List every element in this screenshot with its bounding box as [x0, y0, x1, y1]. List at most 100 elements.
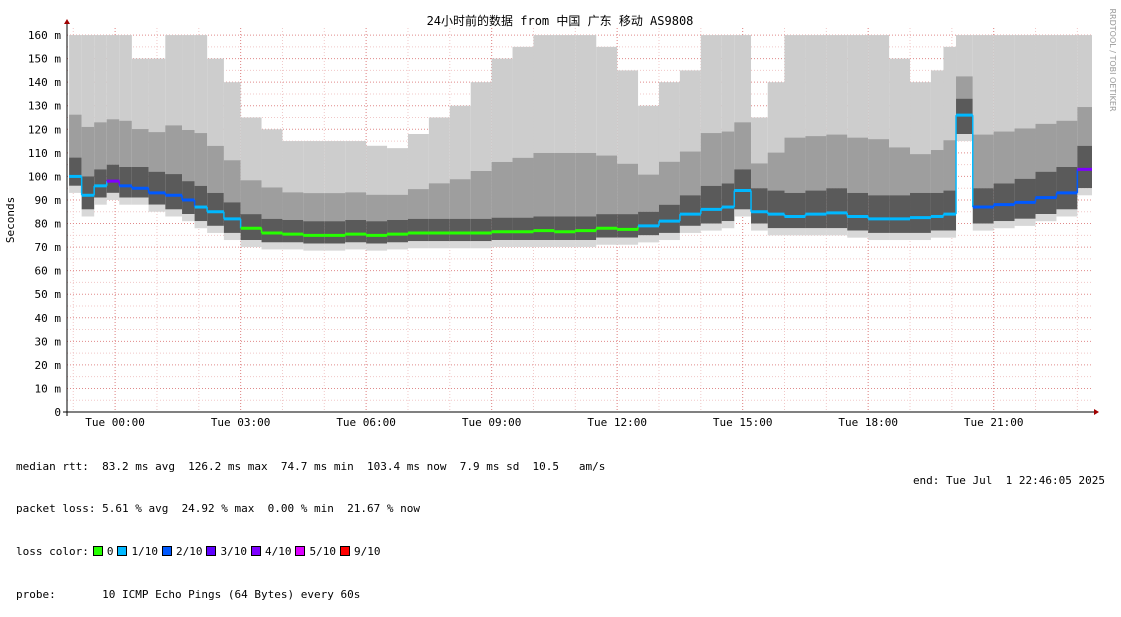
smoke-band-lower [638, 235, 659, 243]
smoke-band-lower [554, 240, 576, 248]
smoke-band-mid [324, 193, 346, 222]
smoke-band-dark [554, 216, 576, 241]
smoke-band-lower [930, 230, 944, 238]
smoke-band-mid [449, 179, 471, 219]
smoke-band-lower [69, 185, 82, 193]
smoke-band-dark [366, 221, 388, 244]
smoke-band-lower [805, 228, 827, 236]
smoke-band-mid [1056, 120, 1078, 167]
smoke-band-dark [638, 211, 659, 236]
smoke-band-dark [207, 192, 224, 226]
y-tick-label: 150 m [28, 53, 61, 66]
smoke-band-mid [596, 155, 618, 215]
y-tick-label: 130 m [28, 100, 61, 113]
smoke-band-mid [148, 132, 166, 172]
smoke-band-mid [282, 192, 304, 220]
smoke-band-dark [679, 195, 701, 226]
legend-label: 9/10 [353, 545, 381, 559]
smoke-band-lower [943, 230, 957, 238]
smoke-band-dark [700, 185, 722, 224]
smoke-band-lower [223, 232, 241, 241]
smoke-band-dark [533, 216, 555, 241]
smoke-band-mid [784, 137, 806, 193]
smoke-band-mid [81, 126, 95, 177]
smoke-band-lower [165, 209, 183, 217]
legend-label: 3/10 [220, 545, 247, 559]
smoke-band-lower [767, 228, 785, 236]
rrdtool-credit: RRDTOOL / TOBI OETIKER [1108, 8, 1117, 111]
smoke-band-mid [868, 139, 890, 196]
smoke-band-dark [182, 181, 195, 215]
y-tick-label: 40 m [35, 312, 62, 325]
smoke-band-mid [930, 150, 944, 193]
legend-swatch [161, 546, 172, 557]
y-tick-label: 70 m [35, 241, 62, 254]
smoke-band-dark [767, 190, 785, 229]
smoke-band-dark [805, 190, 827, 229]
smoke-band-mid [261, 187, 283, 219]
y-tick-labels: 0 10 m 20 m 30 m 40 m 50 m 60 m 70 m 80 m 90 m 100… [28, 29, 61, 419]
smoke-band-lower [868, 232, 890, 241]
y-tick-label: 90 m [35, 194, 62, 207]
smoke-band-dark [261, 218, 283, 243]
smoke-band-lower [387, 242, 408, 250]
smoke-band-lower [449, 241, 471, 249]
legend-item: 0 [89, 545, 113, 558]
legend-item: 2/10 [158, 545, 203, 559]
smoke-band-dark [512, 217, 534, 241]
smoke-band-dark [119, 166, 132, 198]
smoke-band-lower [491, 240, 513, 248]
smoke-band-dark [910, 192, 931, 233]
y-tick-label: 120 m [28, 123, 61, 136]
smoke-band-lower [119, 197, 132, 205]
smoke-band-dark [194, 185, 208, 222]
chart-title: 24小时前的数据 from 中国 广东 移动 AS9808 [427, 13, 694, 28]
smoke-band-lower [1056, 209, 1078, 217]
smoke-band-mid [94, 122, 107, 170]
smoke-band-dark [282, 220, 304, 243]
smoke-band-lower [148, 204, 166, 212]
smoke-band-dark [131, 166, 149, 198]
x-tick-label: Tue 12:00 [587, 416, 647, 429]
smoke-band-lower [533, 240, 555, 248]
smoke-band-mid [889, 147, 911, 196]
smoke-band-dark [1056, 166, 1078, 210]
smoke-band-mid [470, 170, 492, 219]
smoke-band-lower [207, 225, 224, 233]
smoke-band-mid [131, 129, 149, 167]
smoke-band-mid [751, 163, 768, 189]
smoke-band-lower [575, 240, 597, 248]
smoke-band-mid [734, 122, 752, 170]
smoke-band-dark [491, 217, 513, 241]
smoke-band-lower [910, 232, 931, 241]
smoke-band-mid [847, 137, 869, 193]
legend-item: 9/10 [336, 545, 381, 559]
smoke-band-dark [303, 221, 325, 244]
x-tick-label: Tue 06:00 [336, 416, 396, 429]
smoke-band-mid [69, 114, 82, 158]
y-axis-label: Seconds [4, 197, 17, 243]
smoke-band-lower [972, 223, 994, 231]
legend-swatch [206, 546, 217, 557]
x-axis-arrow [1094, 409, 1099, 415]
packet-loss-stats: packet loss: 5.61 % avg 24.92 % max 0.00… [16, 502, 420, 516]
smoke-band-mid [638, 174, 659, 212]
smoke-band-lower [345, 242, 367, 250]
smoke-band-dark [387, 220, 408, 243]
smoke-band-mid [993, 131, 1015, 184]
y-tick-label: 160 m [28, 29, 61, 42]
smoke-band-mid [1077, 107, 1092, 146]
y-tick-label: 140 m [28, 76, 61, 89]
x-tick-label: Tue 15:00 [713, 416, 773, 429]
smoke-band-lower [407, 241, 429, 249]
smoke-band-lower [106, 192, 120, 200]
legend-label: 2/10 [175, 545, 203, 559]
smoke-band-mid [491, 161, 513, 218]
smoke-band-mid [826, 134, 848, 189]
smoke-band-lower [182, 214, 195, 222]
smoke-band-mid [407, 189, 429, 219]
legend-swatch [92, 546, 103, 557]
smoke-band-dark [1077, 145, 1092, 189]
x-tick-label: Tue 18:00 [838, 416, 898, 429]
smoke-band-lower [956, 134, 973, 142]
